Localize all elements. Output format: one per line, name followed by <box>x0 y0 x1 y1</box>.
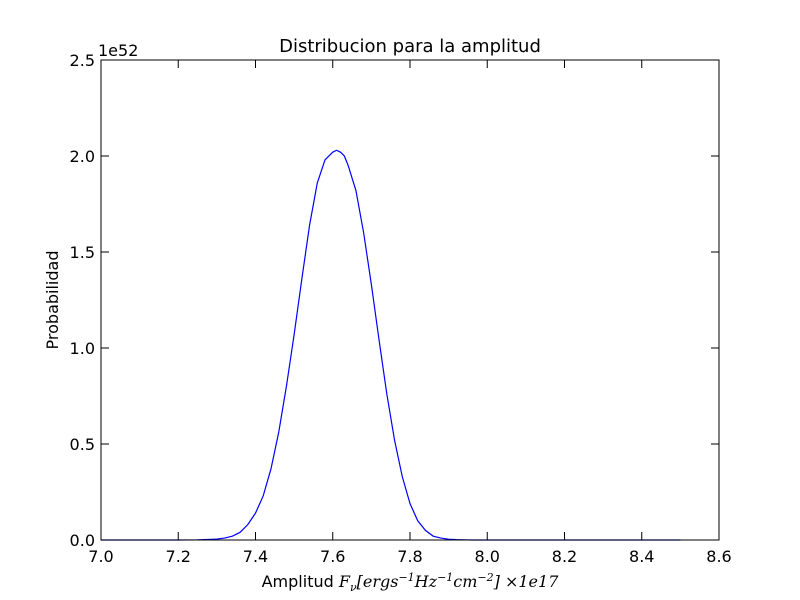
x-axis-label-exp3: −2 <box>477 571 493 584</box>
x-axis-label-hz: Hz <box>414 572 438 591</box>
y-tick-label: 2.5 <box>70 51 95 70</box>
x-axis-label-exp1: −1 <box>398 571 414 584</box>
chart-title: Distribucion para la amplitud <box>279 36 541 57</box>
plot-frame <box>100 59 720 541</box>
y-tick-label: 1.0 <box>70 339 95 358</box>
x-tick-label: 7.4 <box>243 547 268 566</box>
ticks-layer: 7.0 7.2 7.4 7.6 7.8 8.0 8.2 8.4 8.6 0.0 0.5 1.0 1.5 2… <box>70 51 732 566</box>
y-offset-text: 1e52 <box>98 41 138 60</box>
y-tick-label: 1.5 <box>70 243 95 262</box>
x-axis-label: Amplitud Fν[ergs−1Hz−1cm−2] ×1e17 <box>262 571 560 594</box>
x-axis-label-exp2: −1 <box>437 571 453 584</box>
x-axis-label-f: F <box>338 572 351 591</box>
x-tick-label: 7.6 <box>320 547 345 566</box>
x-tick-label: 8.0 <box>475 547 500 566</box>
x-axis-label-cm: cm <box>453 572 477 591</box>
x-axis-label-close: ] ×1e17 <box>493 572 560 591</box>
y-tick-label: 0.5 <box>70 435 95 454</box>
x-tick-label: 8.2 <box>552 547 577 566</box>
x-tick-label: 7.0 <box>88 547 113 566</box>
x-tick-label: 8.6 <box>706 547 731 566</box>
x-axis-label-ergs: [ergs <box>357 572 399 591</box>
x-tick-label: 7.2 <box>166 547 191 566</box>
x-tick-label: 8.4 <box>629 547 654 566</box>
y-tick-label: 2.0 <box>70 147 95 166</box>
x-axis-label-prefix: Amplitud <box>262 572 339 591</box>
x-tick-label: 7.8 <box>397 547 422 566</box>
x-axis-label-nu: ν <box>350 581 357 594</box>
y-axis-label: Probabilidad <box>43 251 62 350</box>
y-tick-label: 0.0 <box>70 531 95 550</box>
